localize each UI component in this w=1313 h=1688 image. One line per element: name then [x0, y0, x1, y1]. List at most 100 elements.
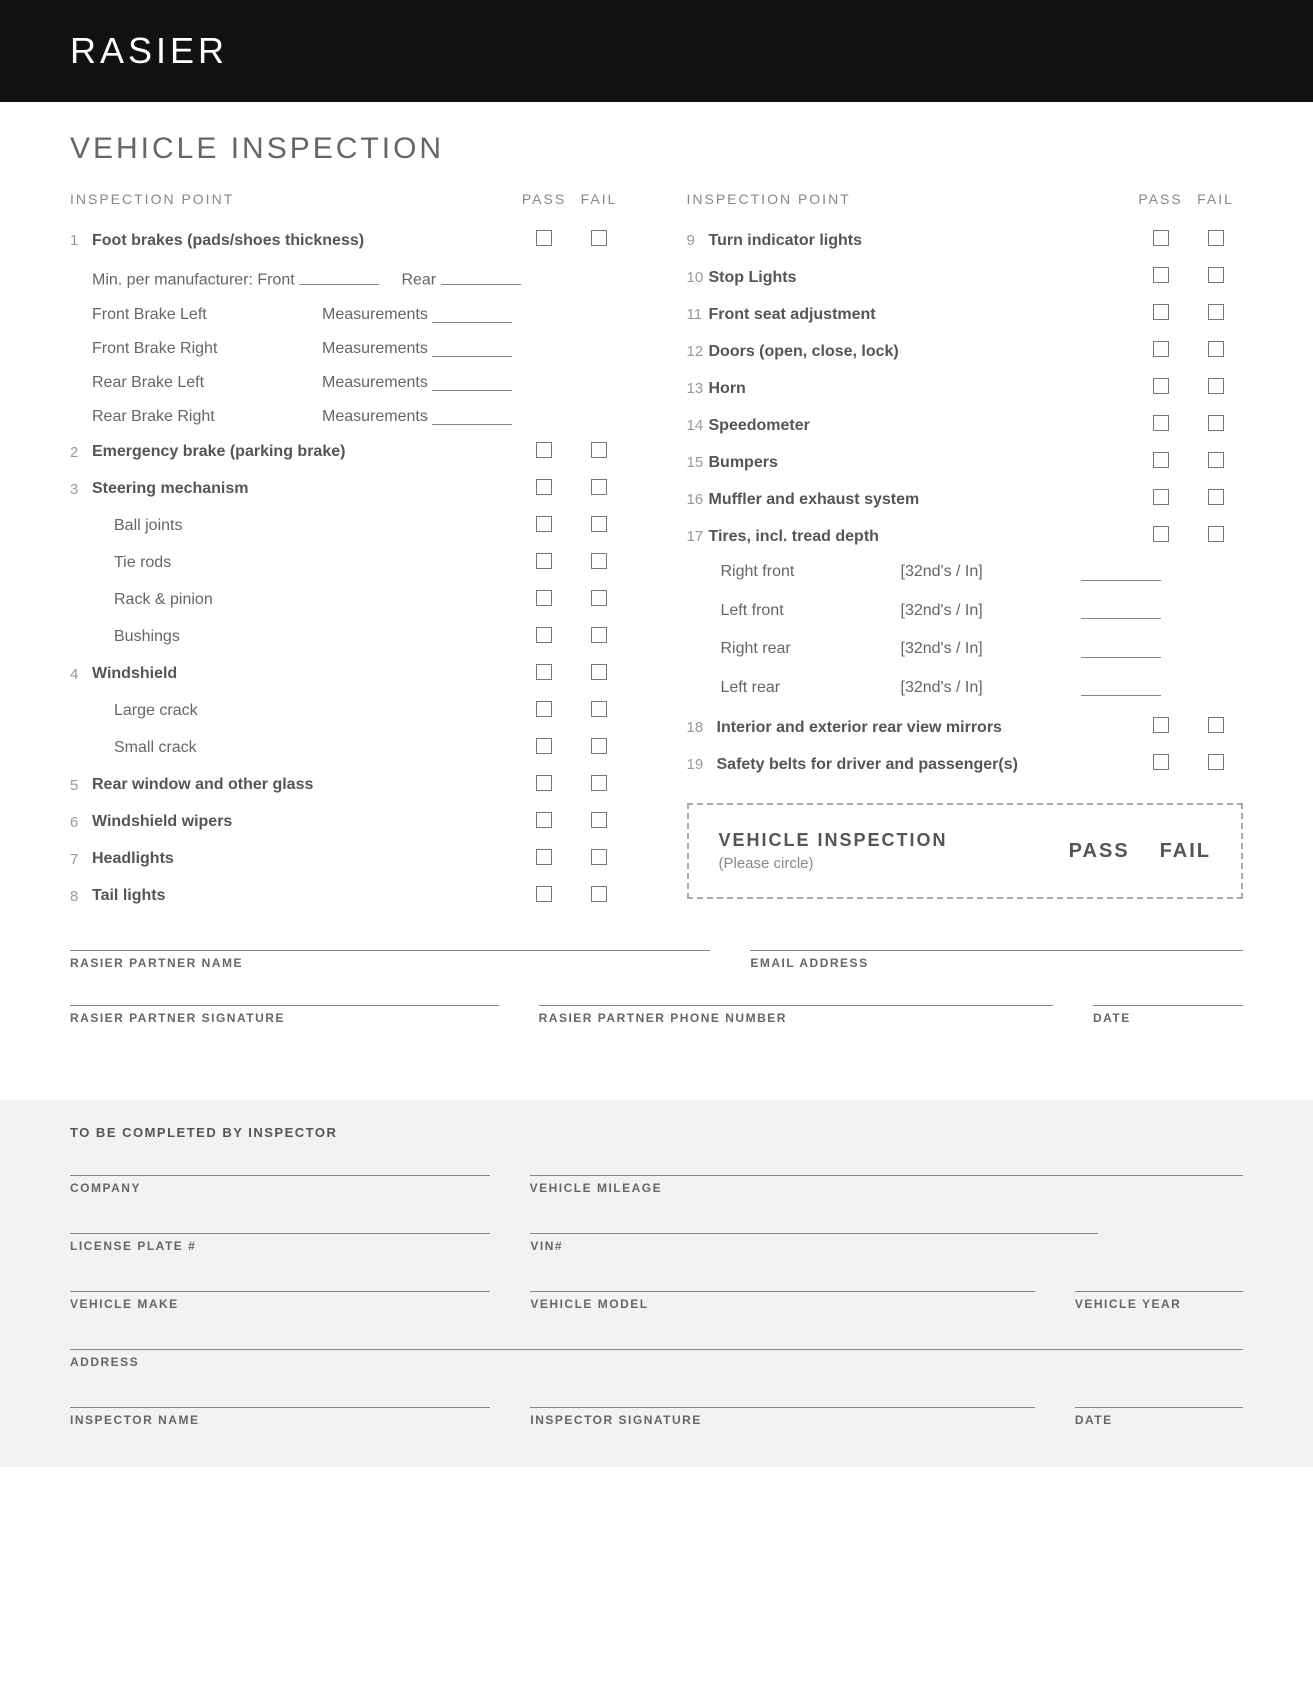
result-fail[interactable]: FAIL	[1160, 840, 1211, 863]
field-year[interactable]: VEHICLE YEAR	[1075, 1291, 1243, 1311]
fail-checkbox[interactable]	[572, 849, 627, 870]
tire-rr: Right rear [32nd's / In]	[687, 632, 1244, 671]
header-point: INSPECTION POINT	[687, 191, 1134, 207]
tire-unit: [32nd's / In]	[901, 602, 1081, 625]
fail-checkbox[interactable]	[572, 590, 627, 611]
fail-checkbox[interactable]	[572, 886, 627, 907]
field-partner-phone[interactable]: RASIER PARTNER PHONE NUMBER	[539, 1005, 1053, 1025]
pass-checkbox[interactable]	[1133, 230, 1188, 251]
fail-checkbox[interactable]	[1188, 378, 1243, 399]
meas-underline[interactable]	[432, 408, 512, 426]
fail-checkbox[interactable]	[572, 442, 627, 463]
item-num: 17	[687, 528, 709, 545]
fail-checkbox[interactable]	[1188, 489, 1243, 510]
pass-checkbox[interactable]	[517, 590, 572, 611]
field-mileage[interactable]: VEHICLE MILEAGE	[530, 1175, 1243, 1195]
front-underline[interactable]	[299, 267, 379, 285]
fail-checkbox[interactable]	[572, 627, 627, 648]
field-address[interactable]: ADDRESS	[70, 1349, 1243, 1369]
field-inspector-date[interactable]: DATE	[1075, 1407, 1243, 1427]
tire-unit: [32nd's / In]	[901, 679, 1081, 702]
inspector-section: TO BE COMPLETED BY INSPECTOR COMPANY VEH…	[0, 1100, 1313, 1467]
pass-checkbox[interactable]	[1133, 267, 1188, 288]
pass-checkbox[interactable]	[517, 849, 572, 870]
pass-checkbox[interactable]	[1133, 526, 1188, 547]
pass-checkbox[interactable]	[517, 230, 572, 251]
field-vin[interactable]: VIN#	[530, 1233, 1098, 1253]
brake-rl: Rear Brake Left Measurements	[70, 366, 627, 400]
pass-checkbox[interactable]	[1133, 304, 1188, 325]
item-label: Stop Lights	[709, 269, 1134, 287]
pass-checkbox[interactable]	[517, 516, 572, 537]
item-11: 11 Front seat adjustment	[687, 296, 1244, 333]
pass-checkbox[interactable]	[1133, 452, 1188, 473]
pass-checkbox[interactable]	[1133, 415, 1188, 436]
rear-underline[interactable]	[441, 267, 521, 285]
fail-checkbox[interactable]	[572, 553, 627, 574]
item-12: 12 Doors (open, close, lock)	[687, 333, 1244, 370]
item-10: 10 Stop Lights	[687, 259, 1244, 296]
tire-underline[interactable]	[1081, 679, 1161, 697]
fail-checkbox[interactable]	[1188, 341, 1243, 362]
pass-checkbox[interactable]	[1133, 717, 1188, 738]
pass-checkbox[interactable]	[517, 664, 572, 685]
field-model[interactable]: VEHICLE MODEL	[530, 1291, 1034, 1311]
item-num: 13	[687, 380, 709, 397]
fail-checkbox[interactable]	[572, 479, 627, 500]
field-date[interactable]: DATE	[1093, 1005, 1243, 1025]
fail-checkbox[interactable]	[1188, 230, 1243, 251]
pass-checkbox[interactable]	[1133, 341, 1188, 362]
field-email[interactable]: EMAIL ADDRESS	[750, 950, 1243, 970]
col-header-left: INSPECTION POINT PASS FAIL	[70, 191, 627, 207]
meas-underline[interactable]	[432, 306, 512, 324]
fail-checkbox[interactable]	[572, 230, 627, 251]
field-company[interactable]: COMPANY	[70, 1175, 490, 1195]
fail-checkbox[interactable]	[1188, 267, 1243, 288]
pass-checkbox[interactable]	[517, 701, 572, 722]
fail-checkbox[interactable]	[572, 701, 627, 722]
pass-checkbox[interactable]	[517, 553, 572, 574]
pass-checkbox[interactable]	[517, 627, 572, 648]
pass-checkbox[interactable]	[1133, 489, 1188, 510]
field-inspector-sig[interactable]: INSPECTOR SIGNATURE	[530, 1407, 1034, 1427]
fail-checkbox[interactable]	[572, 775, 627, 796]
fail-checkbox[interactable]	[1188, 754, 1243, 775]
item-label: Interior and exterior rear view mirrors	[717, 719, 1134, 737]
item-label: Tail lights	[92, 887, 517, 905]
field-partner-sig[interactable]: RASIER PARTNER SIGNATURE	[70, 1005, 499, 1025]
fail-checkbox[interactable]	[1188, 526, 1243, 547]
fail-checkbox[interactable]	[572, 738, 627, 759]
item-16: 16 Muffler and exhaust system	[687, 481, 1244, 518]
pass-checkbox[interactable]	[517, 479, 572, 500]
fail-checkbox[interactable]	[572, 812, 627, 833]
pass-checkbox[interactable]	[1133, 754, 1188, 775]
pass-checkbox[interactable]	[517, 442, 572, 463]
result-pass[interactable]: PASS	[1069, 840, 1130, 863]
pass-checkbox[interactable]	[517, 812, 572, 833]
fail-checkbox[interactable]	[1188, 304, 1243, 325]
meas-underline[interactable]	[432, 374, 512, 392]
inspector-title: TO BE COMPLETED BY INSPECTOR	[70, 1125, 1243, 1140]
item-label: Tires, incl. tread depth	[709, 528, 1134, 546]
field-plate[interactable]: LICENSE PLATE #	[70, 1233, 490, 1253]
tire-underline[interactable]	[1081, 563, 1161, 581]
fail-checkbox[interactable]	[1188, 452, 1243, 473]
item-num: 10	[687, 269, 709, 286]
fail-checkbox[interactable]	[572, 664, 627, 685]
item-num: 14	[687, 417, 709, 434]
fail-checkbox[interactable]	[1188, 415, 1243, 436]
field-make[interactable]: VEHICLE MAKE	[70, 1291, 490, 1311]
field-inspector-name[interactable]: INSPECTOR NAME	[70, 1407, 490, 1427]
tire-underline[interactable]	[1081, 602, 1161, 620]
brake-label: Rear Brake Left	[92, 374, 322, 392]
pass-checkbox[interactable]	[517, 775, 572, 796]
brake-label: Rear Brake Right	[92, 408, 322, 426]
fail-checkbox[interactable]	[572, 516, 627, 537]
tire-underline[interactable]	[1081, 640, 1161, 658]
field-partner-name[interactable]: RASIER PARTNER NAME	[70, 950, 710, 970]
pass-checkbox[interactable]	[517, 886, 572, 907]
meas-underline[interactable]	[432, 340, 512, 358]
pass-checkbox[interactable]	[517, 738, 572, 759]
fail-checkbox[interactable]	[1188, 717, 1243, 738]
pass-checkbox[interactable]	[1133, 378, 1188, 399]
